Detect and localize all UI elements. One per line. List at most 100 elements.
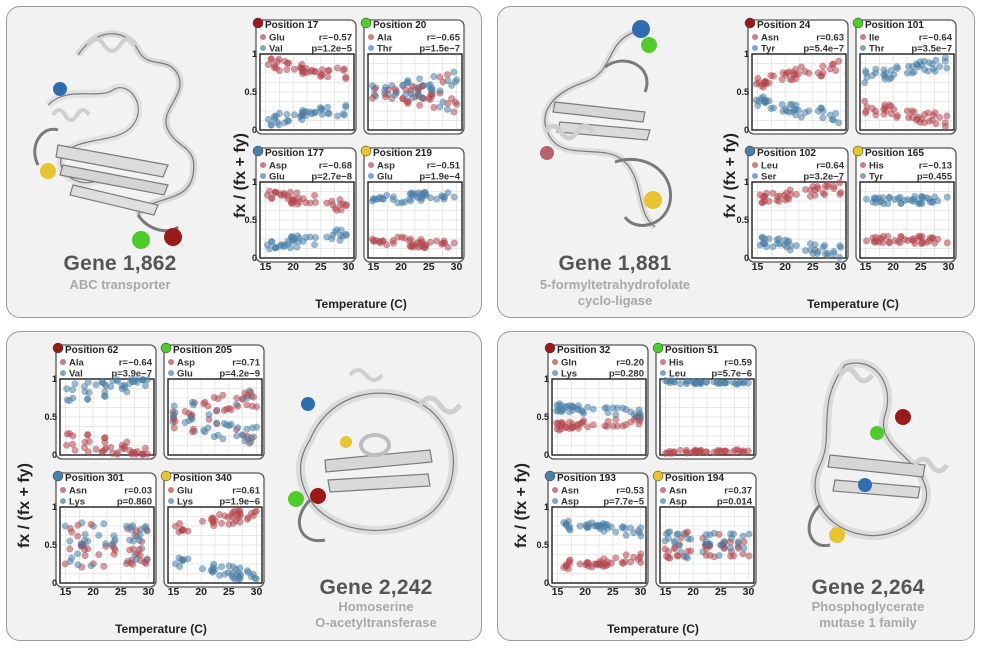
data-point-aa1 — [324, 67, 332, 75]
data-point-aa2 — [727, 544, 734, 552]
data-point-aa2 — [821, 241, 828, 249]
data-point-aa2 — [862, 67, 870, 75]
legend-aa1: Gln — [561, 358, 577, 369]
legend-blue-dot — [260, 45, 266, 51]
data-point-aa1 — [101, 434, 109, 442]
data-point-aa1 — [394, 233, 402, 241]
legend-aa1: Ile — [869, 33, 880, 44]
x-tick-label: 30 — [251, 586, 263, 598]
data-point-aa1 — [622, 551, 630, 559]
data-point-aa2 — [880, 66, 888, 74]
data-point-aa2 — [102, 540, 110, 548]
plot-border — [751, 181, 847, 259]
data-point-aa1 — [126, 546, 134, 554]
scatter-subplot: Position 301 Asn r=0.03 Lys p=0.860 0 0.5 1 15 20… — [44, 470, 157, 598]
data-point-aa2 — [66, 558, 74, 565]
data-point-aa2 — [84, 396, 92, 403]
gene-description-line: Phosphoglycerate — [811, 599, 925, 614]
position-label: Position 17 — [265, 20, 319, 31]
legend-red-dot — [260, 34, 266, 40]
data-point-aa1 — [687, 547, 695, 555]
data-point-aa1 — [941, 122, 949, 130]
scatter-subplot: Position 32 Gln r=0.20 Lys p=0.280 0 0.5 1 — [536, 342, 649, 460]
position-marker-icon — [544, 470, 556, 482]
data-point-aa2 — [735, 538, 742, 546]
correlation-r: r=0.64 — [816, 161, 844, 172]
gene-description-line: ABC transporter — [69, 277, 171, 292]
position-marker-icon — [744, 17, 756, 29]
data-point-aa1 — [676, 446, 684, 454]
data-point-aa1 — [324, 73, 332, 81]
data-point-aa1 — [379, 237, 387, 245]
data-point-aa2 — [126, 380, 134, 387]
data-point-aa2 — [74, 550, 82, 558]
data-point-aa1 — [809, 183, 817, 190]
plot-border — [167, 506, 263, 584]
data-point-aa2 — [214, 431, 222, 439]
residue-green-marker — [132, 231, 150, 249]
data-point-aa1 — [665, 548, 672, 556]
data-point-aa2 — [826, 111, 834, 119]
data-point-aa2 — [683, 380, 690, 388]
data-point-aa1 — [189, 425, 197, 433]
gene-title: Gene 2,242 — [319, 576, 433, 599]
data-point-aa2 — [635, 412, 643, 420]
data-point-aa1 — [283, 59, 291, 67]
data-point-aa1 — [562, 561, 570, 569]
data-point-aa1 — [268, 194, 276, 202]
data-point-aa2 — [936, 63, 944, 71]
data-point-aa2 — [809, 250, 817, 257]
data-point-aa1 — [797, 63, 805, 71]
legend-blue-dot — [60, 370, 66, 376]
y-tick-label: 0 — [744, 125, 749, 135]
data-point-aa1 — [333, 206, 341, 214]
x-tick-label: 30 — [835, 261, 847, 273]
data-point-aa2 — [806, 240, 814, 248]
position-label: Position 51 — [665, 345, 719, 356]
y-axis-label-text: fx / (fx + fy) — [722, 133, 739, 218]
y-tick-label: 0.5 — [536, 412, 549, 422]
x-tick-label: 15 — [660, 586, 672, 598]
data-point-aa1 — [585, 559, 593, 567]
position-label: Position 32 — [557, 345, 611, 356]
data-point-aa1 — [769, 189, 777, 197]
scatter-subplot: Position 340 Glu r=0.61 Lys p=1.9e−6 15 20 25 30 — [160, 470, 265, 598]
data-point-aa1 — [884, 233, 892, 240]
scatter-subplot: Position 219 Asp r=−0.51 Glu p=1.9e−4 15 20 25 3… — [360, 145, 465, 273]
data-point-aa1 — [775, 197, 783, 205]
data-point-aa2 — [283, 117, 291, 125]
data-point-aa1 — [419, 243, 427, 251]
legend-aa1: Glu — [269, 33, 285, 44]
scatter-subplot: Position 101 Ile r=−0.64 Thr p=3.5e−7 — [852, 17, 957, 135]
correlation-r: r=0.61 — [232, 486, 260, 497]
position-label: Position 340 — [173, 473, 232, 484]
data-point-aa2 — [95, 531, 103, 539]
x-axis-label: Temperature (C) — [807, 297, 899, 311]
data-point-aa2 — [170, 402, 178, 410]
p-value: p=0.455 — [917, 172, 953, 183]
data-point-aa2 — [189, 401, 197, 409]
legend-aa2: Thr — [869, 44, 885, 55]
data-point-aa2 — [915, 198, 923, 206]
y-tick-label: 0.5 — [244, 87, 257, 97]
data-point-aa2 — [910, 195, 918, 203]
data-point-aa2 — [231, 575, 239, 583]
y-tick-label: 0.5 — [736, 87, 749, 97]
gene-description-line: O-acetyltransferase — [315, 615, 437, 630]
data-point-aa2 — [745, 530, 753, 538]
data-point-aa1 — [66, 430, 73, 437]
data-point-aa1 — [172, 522, 179, 530]
data-point-aa1 — [683, 528, 691, 536]
data-point-aa2 — [885, 194, 893, 202]
data-point-aa1 — [247, 510, 255, 517]
position-label: Position 177 — [265, 148, 324, 159]
data-point-aa2 — [138, 376, 146, 384]
data-point-aa2 — [760, 98, 768, 106]
x-tick-label: 25 — [223, 586, 235, 598]
legend-red-dot — [168, 359, 174, 365]
data-point-aa1 — [234, 402, 242, 410]
data-point-aa1 — [745, 552, 753, 560]
residue-darkred-marker — [895, 409, 911, 425]
y-tick-label: 0 — [52, 578, 57, 588]
data-point-aa1 — [328, 197, 336, 205]
